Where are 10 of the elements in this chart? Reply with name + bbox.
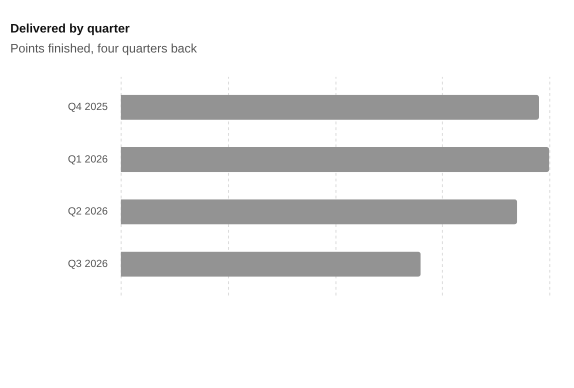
y-tick-label: Q1 2026 bbox=[68, 154, 108, 166]
chart-title: Delivered by quarter bbox=[10, 22, 130, 36]
bar bbox=[120, 199, 518, 224]
y-tick-label: Q4 2025 bbox=[68, 102, 108, 114]
bar bbox=[120, 252, 421, 277]
chart-subtitle: Points finished, four quarters back bbox=[10, 42, 198, 56]
y-tick-label: Q3 2026 bbox=[68, 258, 108, 270]
bar bbox=[120, 94, 540, 120]
y-tick-label: Q2 2026 bbox=[68, 206, 108, 218]
bar bbox=[120, 147, 550, 172]
